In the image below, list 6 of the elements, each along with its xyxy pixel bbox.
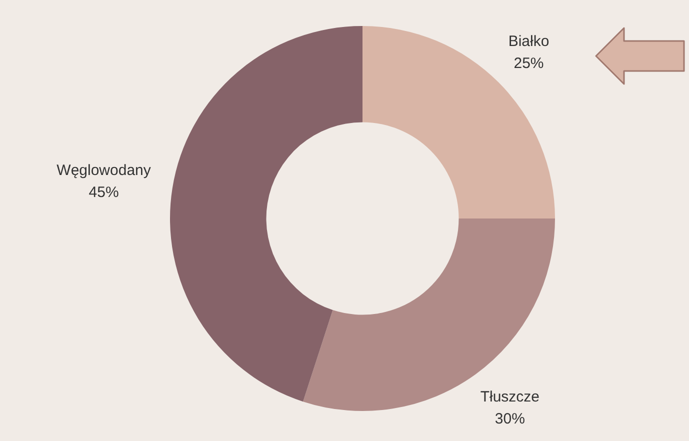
data-label: 45% [88,184,119,201]
data-label: 30% [494,410,525,428]
slice-label: Węglowodany [56,162,152,179]
slice-label: Tłuszcze [480,388,540,406]
data-label: 25% [514,54,544,72]
slice-label: Białko [508,32,550,50]
